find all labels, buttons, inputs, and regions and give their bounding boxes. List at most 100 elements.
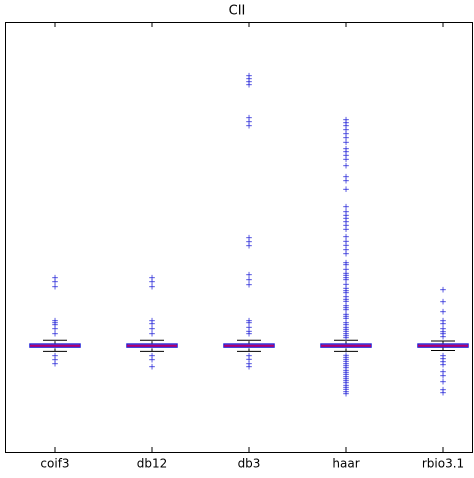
flier: + <box>342 237 350 247</box>
flier: + <box>342 214 350 224</box>
flier: + <box>342 364 350 374</box>
x-tick-label: haar <box>332 457 359 471</box>
flier: + <box>342 129 350 139</box>
flier: + <box>51 321 59 331</box>
flier: + <box>439 352 447 362</box>
flier: + <box>51 355 59 365</box>
flier: + <box>245 233 253 243</box>
flier: + <box>342 389 350 399</box>
flier: + <box>51 330 59 340</box>
flier: + <box>342 357 350 367</box>
flier: + <box>245 81 253 91</box>
flier: + <box>342 138 350 148</box>
flier: + <box>439 389 447 399</box>
x-tick-label: db12 <box>137 457 168 471</box>
flier: + <box>342 301 350 311</box>
flier: + <box>245 122 253 132</box>
flier: + <box>342 217 350 227</box>
flier: + <box>51 273 59 283</box>
flier: + <box>342 125 350 135</box>
flier: + <box>51 278 59 288</box>
flier: + <box>245 75 253 85</box>
flier: + <box>342 293 350 303</box>
flier: + <box>439 316 447 326</box>
flier: + <box>342 321 350 331</box>
flier: + <box>342 297 350 307</box>
flier: + <box>342 334 350 344</box>
flier: + <box>51 316 59 326</box>
flier: + <box>342 284 350 294</box>
flier: + <box>342 241 350 251</box>
flier: + <box>342 151 350 161</box>
flier: + <box>245 72 253 82</box>
flier: + <box>245 242 253 252</box>
flier: + <box>439 371 447 381</box>
flier: + <box>342 233 350 243</box>
flier: + <box>245 362 253 372</box>
flier: + <box>245 327 253 337</box>
flier: + <box>148 278 156 288</box>
flier: + <box>245 323 253 333</box>
x-tick-label: rbio3.1 <box>422 457 464 471</box>
flier: + <box>148 282 156 292</box>
flier: + <box>148 362 156 372</box>
flier: + <box>342 327 350 337</box>
flier: + <box>342 288 350 298</box>
flier: + <box>342 303 350 313</box>
x-tick-label: db3 <box>238 457 261 471</box>
flier: + <box>439 386 447 396</box>
flier: + <box>245 359 253 369</box>
flier: + <box>342 211 350 221</box>
flier: + <box>342 366 350 376</box>
flier: + <box>245 238 253 248</box>
flier: + <box>342 355 350 365</box>
flier: + <box>342 295 350 305</box>
flier: + <box>342 372 350 382</box>
flier: + <box>51 282 59 292</box>
flier: + <box>245 319 253 329</box>
flier: + <box>439 325 447 335</box>
flier: + <box>342 122 350 132</box>
flier: + <box>439 285 447 295</box>
flier: + <box>342 245 350 255</box>
flier: + <box>148 316 156 326</box>
flier: + <box>342 325 350 335</box>
flier: + <box>342 286 350 296</box>
x-tick-label: coif3 <box>40 457 69 471</box>
flier: + <box>439 330 447 340</box>
flier: + <box>245 113 253 123</box>
flier: + <box>342 377 350 387</box>
flier: + <box>342 280 350 290</box>
flier: + <box>342 319 350 329</box>
flier: + <box>148 319 156 329</box>
flier: + <box>245 118 253 128</box>
flier: + <box>342 323 350 333</box>
flier: + <box>245 78 253 88</box>
flier: + <box>342 353 350 363</box>
flier: + <box>342 147 350 157</box>
flier: + <box>245 276 253 286</box>
flier: + <box>51 359 59 369</box>
chart-title: CII <box>229 4 246 19</box>
flier: + <box>342 271 350 281</box>
flier: + <box>148 330 156 340</box>
flier: + <box>342 265 350 275</box>
flier: + <box>342 208 350 218</box>
flier: + <box>342 119 350 129</box>
flier: + <box>342 177 350 187</box>
flier: + <box>245 352 253 362</box>
flier: + <box>439 319 447 329</box>
flier: + <box>439 328 447 338</box>
flier: + <box>342 329 350 339</box>
flier: + <box>342 379 350 389</box>
flier: + <box>148 352 156 362</box>
flier: + <box>342 144 350 154</box>
flier: + <box>342 172 350 182</box>
flier: + <box>342 385 350 395</box>
flier: + <box>342 310 350 320</box>
flier: + <box>439 361 447 371</box>
flier: + <box>439 297 447 307</box>
flier: + <box>342 221 350 231</box>
flier: + <box>342 383 350 393</box>
flier: + <box>439 355 447 365</box>
